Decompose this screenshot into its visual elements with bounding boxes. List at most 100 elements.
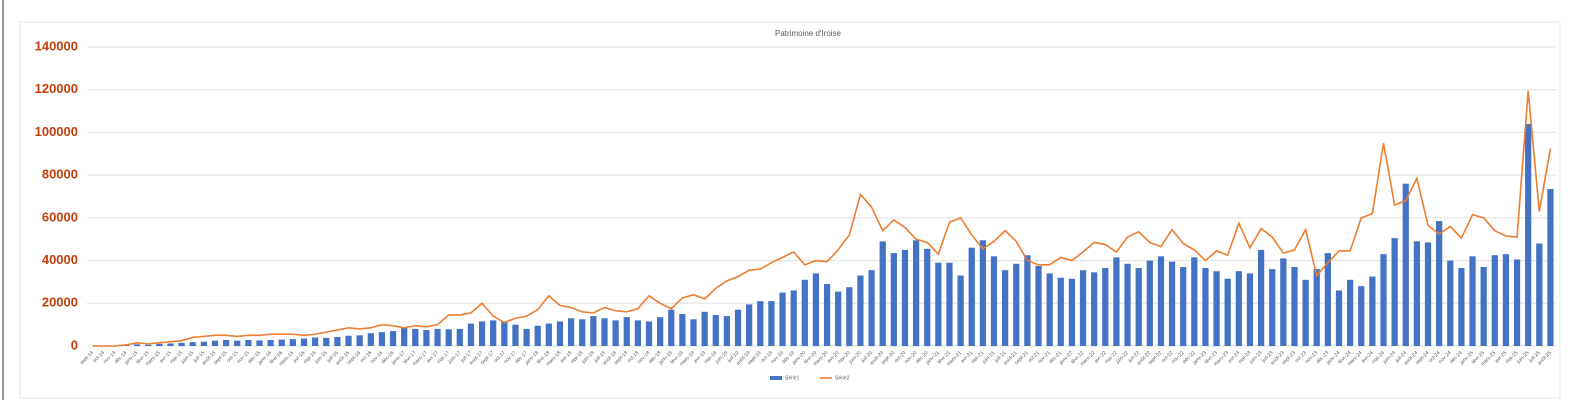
bar xyxy=(1358,286,1365,346)
bar xyxy=(1280,258,1287,346)
bar xyxy=(1035,265,1042,346)
bar xyxy=(645,321,653,346)
y-tick-label: 40000 xyxy=(42,252,78,267)
bar xyxy=(1480,266,1487,346)
bar xyxy=(723,316,731,346)
bar xyxy=(1313,269,1320,346)
bar xyxy=(1235,271,1242,346)
bar xyxy=(256,340,263,346)
bar xyxy=(1269,269,1276,346)
bar xyxy=(1046,273,1053,346)
bar xyxy=(823,284,831,346)
bar xyxy=(1102,268,1109,346)
bar xyxy=(924,248,931,346)
bar xyxy=(1191,257,1198,346)
bar xyxy=(467,323,475,346)
line xyxy=(92,90,1552,347)
bar xyxy=(990,256,998,346)
bar xyxy=(145,344,152,346)
bar xyxy=(300,338,308,346)
bar xyxy=(178,342,185,346)
bar xyxy=(1335,290,1343,346)
chart-title: Patrimoine d'Iroise xyxy=(775,29,842,38)
bar xyxy=(423,329,430,346)
bar xyxy=(657,317,664,346)
bar xyxy=(323,337,330,346)
bar xyxy=(1057,277,1064,346)
legend-label: Série2 xyxy=(835,375,850,381)
bar xyxy=(946,262,953,346)
legend-swatch xyxy=(770,376,782,380)
bar xyxy=(456,328,463,346)
bar xyxy=(979,240,986,346)
bar xyxy=(1436,221,1443,346)
bar xyxy=(1068,278,1076,346)
y-tick-label: 20000 xyxy=(42,295,78,310)
bar xyxy=(1135,268,1142,346)
bar xyxy=(1091,272,1098,346)
bar xyxy=(912,240,920,346)
bar xyxy=(590,316,597,346)
bar xyxy=(222,340,230,346)
bar xyxy=(1324,253,1331,346)
bar xyxy=(1458,268,1465,346)
bar xyxy=(289,339,296,346)
bar xyxy=(1402,183,1409,346)
bar xyxy=(200,341,207,346)
bar xyxy=(501,321,508,346)
bar xyxy=(746,304,753,346)
bar xyxy=(345,335,352,346)
bar xyxy=(690,319,697,346)
bar xyxy=(1224,278,1231,346)
bar xyxy=(1424,242,1432,346)
bar xyxy=(167,343,174,346)
bar xyxy=(1380,254,1387,346)
bar xyxy=(712,315,719,346)
y-tick-label: 80000 xyxy=(42,167,78,182)
bar xyxy=(601,318,608,346)
bar xyxy=(968,247,975,346)
bar xyxy=(868,270,875,346)
bar xyxy=(734,309,742,346)
bar xyxy=(312,337,319,346)
bar xyxy=(534,325,541,346)
bar xyxy=(278,339,285,346)
bar xyxy=(935,262,942,346)
bar xyxy=(1024,255,1031,346)
bar xyxy=(1124,263,1131,346)
bar xyxy=(1257,249,1265,346)
bar xyxy=(1146,260,1153,346)
bar xyxy=(1547,189,1554,346)
bar xyxy=(245,340,252,346)
bar xyxy=(445,329,452,346)
bar xyxy=(523,328,530,346)
bar xyxy=(1513,259,1521,346)
bar xyxy=(1469,256,1476,346)
bar xyxy=(512,324,519,346)
bar xyxy=(378,332,386,346)
bar xyxy=(779,292,786,346)
bar xyxy=(957,275,964,346)
bar xyxy=(267,340,274,346)
bar xyxy=(801,279,808,346)
bar xyxy=(367,333,374,346)
bar xyxy=(890,253,897,346)
bar xyxy=(1491,255,1498,346)
bar xyxy=(679,313,686,346)
bar xyxy=(133,344,141,346)
bar xyxy=(1202,268,1209,346)
bar xyxy=(835,291,842,346)
bar xyxy=(1013,263,1020,346)
bar xyxy=(1347,279,1354,346)
bar xyxy=(211,340,219,346)
bar xyxy=(189,342,196,346)
bar xyxy=(1180,266,1187,346)
bar xyxy=(1525,123,1532,346)
bar xyxy=(790,290,797,346)
bar xyxy=(434,328,441,346)
bar xyxy=(812,273,820,346)
bar xyxy=(1291,266,1298,346)
bar xyxy=(668,309,675,346)
y-tick-label: 100000 xyxy=(35,124,78,139)
bar xyxy=(490,320,497,346)
